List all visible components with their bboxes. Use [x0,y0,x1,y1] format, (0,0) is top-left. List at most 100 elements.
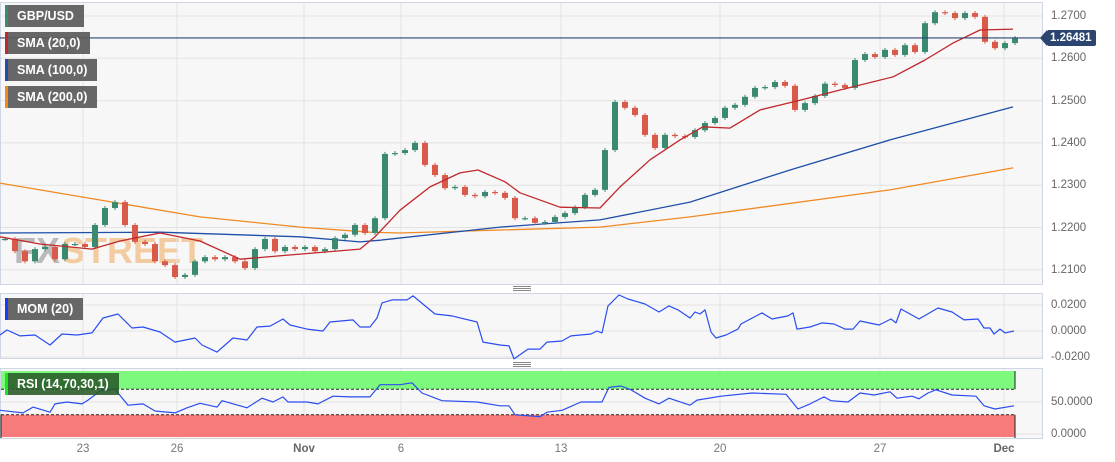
candle [932,12,938,24]
candle [842,84,848,88]
candle [12,238,18,252]
candle [692,130,698,137]
legend-color-swatch [5,32,8,54]
rsi-line [0,382,1015,418]
rsi-resize-handle[interactable] [513,362,531,367]
candle [192,261,198,275]
candle [662,134,668,148]
candle [292,246,298,250]
candle [132,224,138,242]
candle [22,251,28,262]
price-panel[interactable] [0,2,1043,285]
legend-label: RSI (14,70,30,1) [17,377,109,391]
candle [652,134,658,148]
candle [582,194,588,208]
candle [362,224,368,233]
candle [422,142,428,165]
legend-gbpusd[interactable]: GBP/USD [5,5,84,27]
momentum-resize-handle[interactable] [513,286,531,291]
candle [2,238,8,241]
candle [402,150,408,154]
candle [612,101,618,151]
candle [452,186,458,189]
momentum-line [0,294,1015,360]
candle [952,13,958,19]
fxstreet-watermark: FXSTREET [14,232,203,270]
sma200-line [0,167,1014,234]
candle [442,175,448,189]
candle [602,150,608,190]
candle [432,164,438,176]
candle [302,246,308,250]
legend-label: SMA (100,0) [17,63,88,77]
candle [72,243,78,246]
candle [872,54,878,58]
candle [42,246,48,250]
candle [272,238,278,252]
candle [32,249,38,262]
candle [372,218,378,233]
candle [852,59,858,88]
candle [712,117,718,124]
sma100-line [0,106,1014,243]
candle [782,81,788,86]
candle [182,274,188,277]
candle [142,241,148,244]
candle [742,96,748,105]
candle [532,218,538,223]
candle [172,265,178,277]
candle [472,194,478,197]
legend-mom[interactable]: MOM (20) [5,298,84,320]
candle [312,246,318,252]
candle [642,114,648,135]
candle [262,238,268,250]
candle [1012,37,1018,44]
momentum-panel[interactable] [0,293,1043,359]
legend-color-swatch [5,59,8,81]
candle [462,186,468,195]
candle [972,13,978,17]
candle [892,49,898,55]
legend-sma100[interactable]: SMA (100,0) [5,59,98,81]
candle [482,191,488,197]
candle [812,95,818,104]
candle [202,257,208,262]
candle [772,81,778,88]
legend-color-swatch [5,86,8,108]
sma20-line [0,28,1014,260]
candle [382,153,388,219]
candle [352,224,358,235]
candle [752,87,758,97]
candle [992,41,998,49]
candle [122,202,128,225]
candle [112,202,118,209]
candle [222,257,228,260]
candle [162,261,168,266]
legend-label: MOM (20) [17,302,74,316]
legend-label: GBP/USD [17,9,74,23]
candle [732,104,738,108]
candle [512,197,518,219]
candle [942,12,948,14]
candle [282,246,288,252]
legend-rsi[interactable]: RSI (14,70,30,1) [5,373,119,395]
candle [862,54,868,60]
legend-sma20[interactable]: SMA (20,0) [5,32,91,54]
candle [592,189,598,195]
candle [962,13,968,19]
legend-sma200[interactable]: SMA (200,0) [5,86,98,108]
candle [52,246,58,260]
candle [562,213,568,217]
candle [332,238,338,250]
rsi-overbought-zone [1,371,1015,390]
candle [392,153,398,155]
legend-color-swatch [5,298,8,320]
candle [412,142,418,151]
candle [572,207,578,214]
candle [252,249,258,269]
candle [242,261,248,269]
candle [762,87,768,89]
candle [622,101,628,108]
